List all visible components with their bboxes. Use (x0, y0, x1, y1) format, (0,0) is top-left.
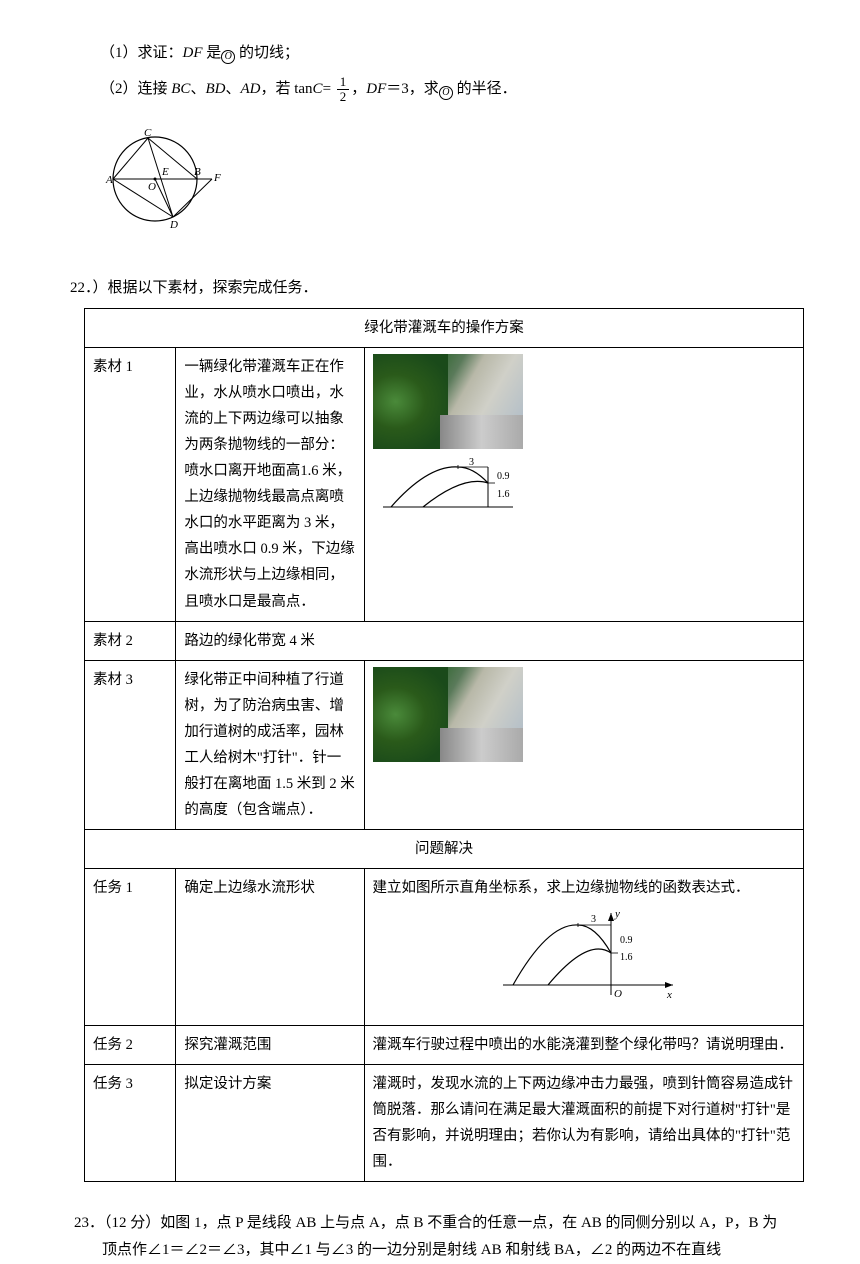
t3-name: 拟定设计方案 (176, 1064, 364, 1181)
svg-text:1.6: 1.6 (620, 952, 633, 963)
material-3-row: 素材 3 绿化带正中间种植了行道树，为了防治病虫害、增加行道树的成活率，园林工人… (85, 660, 804, 830)
fraction-half: 12 (337, 75, 350, 105)
problem-22: 22．）根据以下素材，探索完成任务． 绿化带灌溉车的操作方案 素材 1 一辆绿化… (70, 275, 790, 1182)
task-3-row: 任务 3 拟定设计方案 灌溉时，发现水流的上下两边缘冲击力最强，喷到针筒容易造成… (85, 1064, 804, 1181)
t3-text: 灌溉时，发现水流的上下两边缘冲击力最强，喷到针筒容易造成针筒脱落．那么请问在满足… (364, 1064, 803, 1181)
m1-text: 一辆绿化带灌溉车正在作业，水从喷水口喷出，水流的上下两边缘可以抽象为两条抛物线的… (176, 347, 364, 621)
p21-bc: BC (171, 81, 190, 97)
p21-bd: BD (205, 81, 225, 97)
p21-df: DF (183, 45, 203, 61)
solve-title: 问题解决 (85, 830, 804, 869)
p23-text: 23．（12 分）如图 1，点 P 是线段 AB 上与点 A，点 B 不重合的任… (74, 1215, 777, 1258)
p21-2-pre: （2）连接 (100, 81, 171, 97)
m3-label: 素材 3 (85, 660, 176, 830)
p21-df2: DF (366, 81, 386, 97)
p21-C: C (313, 81, 323, 97)
material-2-row: 素材 2 路边的绿化带宽 4 米 (85, 621, 804, 660)
svg-text:A: A (105, 174, 113, 186)
circle-figure: A B C D E F O (100, 125, 230, 233)
task-coordinate-sketch: 3 0.9 1.6 y x O (493, 905, 683, 1005)
svg-text:x: x (666, 989, 672, 1001)
t1-text: 建立如图所示直角坐标系，求上边缘抛物线的函数表达式． (373, 880, 750, 896)
p22-intro: 22．）根据以下素材，探索完成任务． (70, 275, 790, 302)
circle-o-icon: O (221, 50, 235, 64)
svg-text:C: C (144, 127, 152, 139)
t2-text: 灌溉车行驶过程中喷出的水能浇灌到整个绿化带吗？请说明理由． (364, 1025, 803, 1064)
svg-text:D: D (169, 219, 178, 231)
m3-img-cell (364, 660, 803, 830)
p21-part1: （1）求证：DF 是O 的切线； (70, 40, 790, 67)
p22-table: 绿化带灌溉车的操作方案 素材 1 一辆绿化带灌溉车正在作业，水从喷水口喷出，水流… (84, 308, 804, 1182)
circle-o-icon-2: O (439, 86, 453, 100)
svg-text:3: 3 (591, 914, 596, 925)
m2-label: 素材 2 (85, 621, 176, 660)
p21-part2: （2）连接 BC、BD、AD，若 tanC= 12，DF＝3，求O 的半径． (70, 75, 790, 105)
t1-name: 确定上边缘水流形状 (176, 869, 364, 1025)
t2-label: 任务 2 (85, 1025, 176, 1064)
t3-label: 任务 3 (85, 1064, 176, 1181)
t1-content: 建立如图所示直角坐标系，求上边缘抛物线的函数表达式． 3 0.9 1.6 y x (364, 869, 803, 1025)
parabola-sketch-1: 3 0.9 1.6 (373, 457, 523, 517)
svg-text:y: y (614, 908, 620, 920)
svg-text:1.6: 1.6 (497, 489, 510, 500)
t1-label: 任务 1 (85, 869, 176, 1025)
m2-text: 路边的绿化带宽 4 米 (176, 621, 804, 660)
task-1-row: 任务 1 确定上边缘水流形状 建立如图所示直角坐标系，求上边缘抛物线的函数表达式… (85, 869, 804, 1025)
p21-1-end: 的切线； (235, 45, 299, 61)
m1-label: 素材 1 (85, 347, 176, 621)
svg-text:O: O (148, 181, 156, 193)
task-2-row: 任务 2 探究灌溉范围 灌溉车行驶过程中喷出的水能浇灌到整个绿化带吗？请说明理由… (85, 1025, 804, 1064)
m3-text: 绿化带正中间种植了行道树，为了防治病虫害、增加行道树的成活率，园林工人给树木"打… (176, 660, 364, 830)
svg-text:0.9: 0.9 (620, 935, 633, 946)
problem-23: 23．（12 分）如图 1，点 P 是线段 AB 上与点 A，点 B 不重合的任… (74, 1210, 790, 1264)
svg-text:0.9: 0.9 (497, 471, 510, 482)
greenery-photo-2 (373, 667, 523, 762)
greenery-photo-1 (373, 354, 523, 449)
t2-name: 探究灌溉范围 (176, 1025, 364, 1064)
table-title: 绿化带灌溉车的操作方案 (85, 308, 804, 347)
svg-text:B: B (194, 166, 201, 178)
svg-text:3: 3 (469, 457, 474, 468)
p21-1-pre: （1）求证： (100, 45, 183, 61)
svg-text:F: F (213, 172, 221, 184)
svg-text:E: E (161, 166, 169, 178)
m1-img-cell: 3 0.9 1.6 (364, 347, 803, 621)
svg-text:O: O (614, 988, 622, 1000)
p21-ad: AD (240, 81, 260, 97)
p21-1-mid: 是 (203, 45, 222, 61)
material-1-row: 素材 1 一辆绿化带灌溉车正在作业，水从喷水口喷出，水流的上下两边缘可以抽象为两… (85, 347, 804, 621)
